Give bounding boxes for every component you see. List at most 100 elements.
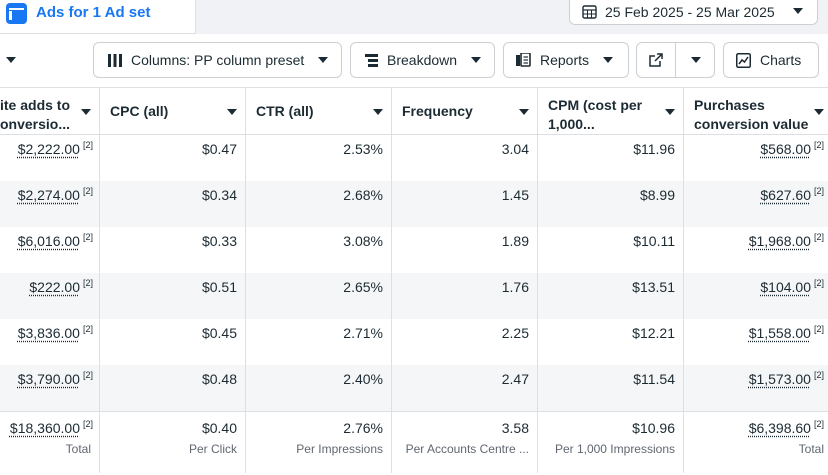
sort-chevron-icon[interactable]: [227, 109, 237, 115]
cpm-value: $8.99: [640, 187, 675, 203]
cpm-text: $13.51: [632, 279, 675, 295]
columns-button[interactable]: Columns: PP column preset: [93, 42, 342, 78]
frequency-cell: 2.25: [392, 319, 538, 365]
ctr-value: 2.53%: [343, 141, 383, 157]
export-menu-button[interactable]: [677, 43, 715, 77]
cpc-text: $0.47: [201, 141, 237, 157]
footnote-marker: [2]: [82, 278, 93, 288]
header-cpm[interactable]: CPM (cost per 1,000...: [538, 87, 684, 135]
header-label: CPC (all): [110, 103, 169, 119]
total-cpm-sub: Per 1,000 Impressions: [554, 442, 675, 456]
total-adds-sub: Total: [65, 442, 91, 456]
reports-button[interactable]: Reports: [503, 42, 629, 78]
pcv-value: $1,968.00 [2]: [748, 232, 824, 249]
cpc-text: $0.34: [201, 187, 237, 203]
chevron-down-icon: [603, 57, 614, 63]
ctr-text: 2.40%: [343, 371, 383, 387]
table-row[interactable]: $222.00 [2] $0.51 2.65% 1.76 $13.51 $104.00 [2]: [0, 273, 828, 319]
columns-icon: [108, 53, 122, 67]
total-cpc: $0.40: [201, 420, 237, 436]
adds-text[interactable]: $3,836.00: [17, 325, 80, 341]
cpm-cell: $13.51: [538, 273, 684, 319]
frequency-cell: 1.89: [392, 227, 538, 273]
pcv-text[interactable]: $1,558.00: [748, 325, 811, 341]
sort-chevron-icon[interactable]: [81, 109, 91, 115]
cpc-cell: $0.48: [100, 365, 246, 411]
table-row[interactable]: $6,016.00 [2] $0.33 3.08% 1.89 $10.11 $1,968.0…: [0, 227, 828, 273]
footnote-marker: [2]: [82, 419, 93, 429]
frequency-cell: 1.45: [392, 181, 538, 227]
frequency-cell: 1.76: [392, 273, 538, 319]
footnote-marker: [2]: [82, 370, 93, 380]
frequency-value: 1.76: [502, 279, 529, 295]
cpc-cell: $0.34: [100, 181, 246, 227]
cpc-value: $0.34: [202, 187, 237, 203]
breakdown-label: Breakdown: [387, 52, 458, 68]
cpm-text: $11.96: [633, 141, 675, 157]
total-adds-cell: $18,360.00 [2] Total: [0, 412, 100, 473]
adds-cell: $3,836.00 [2]: [0, 319, 100, 365]
adds-cell: $2,222.00 [2]: [0, 135, 100, 181]
total-pcv-sub: Total: [798, 442, 824, 456]
chevron-down-icon: [691, 57, 701, 63]
frequency-value: 1.45: [502, 187, 529, 203]
header-line: 1,000...: [548, 116, 595, 132]
header-frequency[interactable]: Frequency: [392, 87, 538, 135]
pcv-cell: $568.00 [2]: [684, 135, 828, 181]
sort-chevron-icon[interactable]: [373, 109, 383, 115]
chevron-down-icon: [318, 57, 329, 63]
header-website-adds-to-cart[interactable]: ite adds to onversio...: [0, 87, 100, 135]
adds-value: $3,836.00 [2]: [17, 324, 93, 341]
tab-ads-for-ad-set[interactable]: Ads for 1 Ad set: [0, 0, 196, 34]
frequency-value: 2.25: [502, 325, 529, 341]
footnote-marker: [2]: [82, 186, 93, 196]
header-label: Frequency: [402, 103, 473, 119]
pcv-text[interactable]: $104.00: [760, 279, 811, 295]
pcv-text[interactable]: $1,573.00: [748, 371, 811, 387]
date-range-label: 25 Feb 2025 - 25 Mar 2025: [605, 3, 775, 20]
pcv-text[interactable]: $1,968.00: [748, 233, 811, 249]
ctr-text: 2.68%: [343, 187, 383, 203]
adds-text[interactable]: $2,274.00: [17, 187, 80, 203]
adds-value: $2,274.00 [2]: [17, 186, 93, 203]
table-row[interactable]: $3,836.00 [2] $0.45 2.71% 2.25 $12.21 $1,558.0…: [0, 319, 828, 365]
reports-icon: [516, 53, 531, 67]
export-split-button: [636, 42, 715, 78]
date-range-picker[interactable]: 25 Feb 2025 - 25 Mar 2025: [569, 0, 818, 25]
total-pcv-value: $6,398.60 [2]: [748, 419, 824, 436]
ctr-cell: 2.40%: [246, 365, 392, 411]
total-pcv[interactable]: $6,398.60: [748, 420, 811, 436]
adds-text[interactable]: $222.00: [29, 279, 80, 295]
total-adds[interactable]: $18,360.00: [9, 420, 80, 436]
header-line: onversio...: [0, 116, 71, 132]
breakdown-button[interactable]: Breakdown: [350, 42, 495, 78]
frequency-value: 1.89: [502, 233, 529, 249]
pcv-text[interactable]: $568.00: [760, 141, 811, 157]
header-purchases-conversion-value[interactable]: Purchases conversion value: [684, 87, 828, 135]
footnote-marker: [2]: [813, 370, 824, 380]
footnote-marker: [2]: [813, 186, 824, 196]
pcv-cell: $627.60 [2]: [684, 181, 828, 227]
table-row[interactable]: $2,222.00 [2] $0.47 2.53% 3.04 $11.96 $568.00[…: [0, 135, 828, 181]
breakdown-icon: [365, 53, 378, 67]
cpm-text: $12.21: [632, 325, 675, 341]
sort-chevron-icon[interactable]: [814, 109, 824, 115]
adds-text[interactable]: $2,222.00: [17, 141, 80, 157]
reports-label: Reports: [540, 52, 590, 68]
adds-text[interactable]: $3,790.00: [17, 371, 80, 387]
frequency-text: 1.89: [501, 233, 529, 249]
sort-chevron-icon[interactable]: [665, 109, 675, 115]
charts-button[interactable]: Charts: [723, 42, 819, 78]
footnote-marker: [2]: [82, 232, 93, 242]
adds-text[interactable]: $6,016.00: [17, 233, 80, 249]
header-cpc[interactable]: CPC (all): [100, 87, 246, 135]
pcv-text[interactable]: $627.60: [760, 187, 811, 203]
table-row[interactable]: $2,274.00 [2] $0.34 2.68% 1.45 $8.99 $627.60 [2…: [0, 181, 828, 227]
header-ctr[interactable]: CTR (all): [246, 87, 392, 135]
table-row[interactable]: $3,790.00 [2] $0.48 2.40% 2.47 $11.54 $1,573.0…: [0, 365, 828, 411]
collapse-chevron-icon[interactable]: [6, 57, 16, 63]
export-button[interactable]: [637, 43, 676, 77]
adds-value: $2,222.00 [2]: [17, 140, 93, 157]
sort-chevron-icon[interactable]: [519, 109, 529, 115]
header-line: Purchases: [694, 97, 765, 113]
